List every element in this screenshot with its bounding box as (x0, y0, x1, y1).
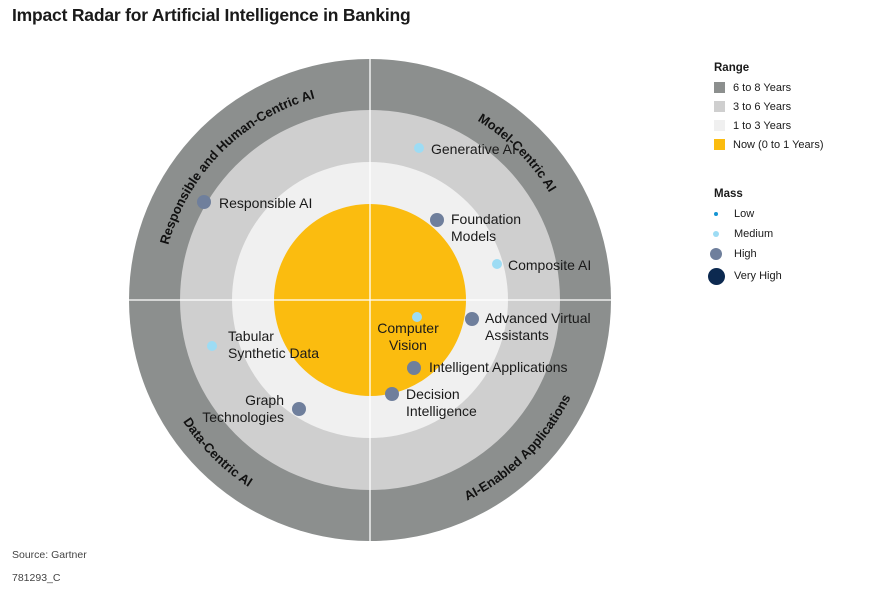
range-legend-label: 6 to 8 Years (733, 81, 792, 94)
mass-legend-title: Mass (714, 188, 743, 200)
range-legend: Range 6 to 8 Years 3 to 6 Years 1 to 3 Yea… (714, 62, 824, 154)
mass-legend-item: Low (706, 204, 782, 224)
range-swatch (714, 120, 725, 131)
source-note: Source: Gartner (12, 549, 87, 561)
mass-legend-label: Very High (734, 270, 782, 282)
range-swatch (714, 139, 725, 150)
technology-marker (465, 312, 479, 326)
technology-marker (412, 312, 422, 322)
technology-label: Decision Intelligence (406, 386, 477, 419)
technology-marker (385, 387, 399, 401)
mass-legend-label: Low (734, 208, 755, 220)
technology-label: Intelligent Applications (429, 359, 568, 375)
mass-dot (714, 212, 718, 216)
technology-marker (492, 259, 502, 269)
technology-marker (430, 213, 444, 227)
technology-label: Generative AI (431, 141, 516, 157)
impact-radar: Responsible and Human-Centric AIModel-Ce… (129, 59, 611, 541)
range-legend-item: 1 to 3 Years (714, 116, 824, 135)
range-legend-label: 3 to 6 Years (733, 100, 792, 113)
technology-marker (207, 341, 217, 351)
mass-legend-item: High (706, 244, 782, 264)
technology-label: Graph Technologies (202, 392, 284, 425)
technology-label: Foundation Models (451, 211, 521, 244)
technology-marker (292, 402, 306, 416)
technology-label: Tabular Synthetic Data (228, 328, 319, 361)
mass-legend-label: High (734, 248, 757, 260)
mass-dot (713, 231, 719, 237)
technology-label: Computer Vision (377, 320, 439, 353)
technology-marker (407, 361, 421, 375)
technology-label: Composite AI (508, 257, 591, 273)
mass-legend-item: Medium (706, 224, 782, 244)
range-legend-item: 3 to 6 Years (714, 97, 824, 116)
range-swatch (714, 101, 725, 112)
mass-legend: Mass Low Medium High Very High (706, 188, 782, 288)
mass-dot (710, 248, 722, 260)
technology-marker (414, 143, 424, 153)
technology-marker (197, 195, 211, 209)
range-legend-item: 6 to 8 Years (714, 78, 824, 97)
range-swatch (714, 82, 725, 93)
mass-dot (707, 267, 725, 285)
page-title: Impact Radar for Artificial Intelligence… (12, 5, 411, 25)
mass-legend-label: Medium (734, 228, 774, 240)
range-legend-title: Range (714, 62, 750, 74)
range-legend-label: Now (0 to 1 Years) (733, 138, 824, 151)
mass-legend-item: Very High (706, 264, 782, 288)
technology-label: Advanced Virtual Assistants (485, 310, 591, 343)
figure-id: 781293_C (12, 572, 61, 584)
range-legend-label: 1 to 3 Years (733, 119, 792, 132)
range-legend-item: Now (0 to 1 Years) (714, 135, 824, 154)
technology-label: Responsible AI (219, 195, 312, 211)
